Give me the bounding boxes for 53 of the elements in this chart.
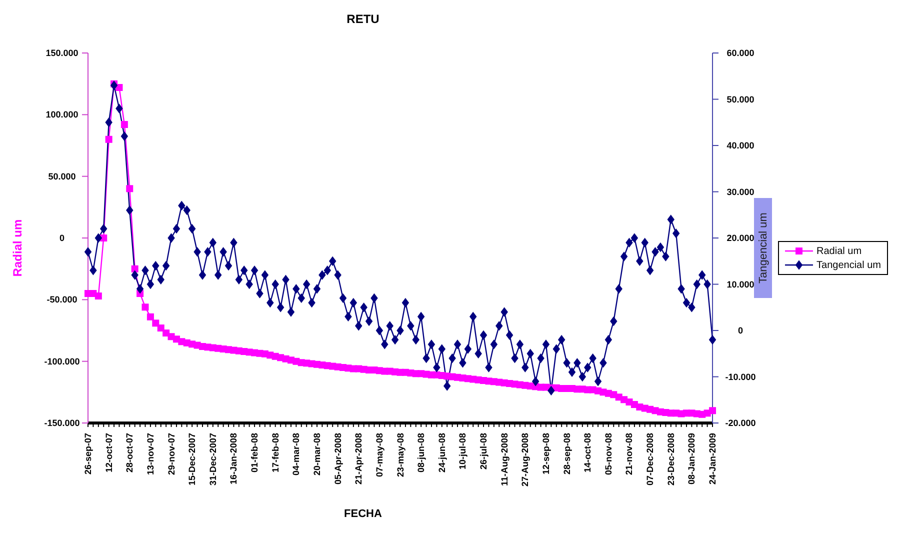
x-tick-label: 17-feb-08 (270, 433, 280, 473)
y-tick-label: 150.000 (46, 48, 78, 58)
x-axis-title: FECHA (343, 508, 383, 520)
x-tick-label: 28-sep-08 (562, 433, 572, 475)
legend-label: Tangencial um (816, 260, 881, 270)
y2-tick-label: -10.000 (725, 372, 756, 382)
y-tick-label: 0 (59, 233, 65, 243)
x-tick-label: 21-nov-08 (624, 433, 634, 476)
y2-tick-label: -20.000 (725, 418, 756, 428)
y2-tick-label: 60.000 (726, 48, 754, 58)
y-tick-label: -150.000 (44, 418, 80, 428)
y2-axis-title: Tangencial um (757, 212, 769, 284)
x-tick-label: 12-sep-08 (540, 433, 551, 475)
x-tick-label: 10-jul-08 (458, 433, 468, 470)
y-axis-title: Radial um (11, 219, 26, 277)
y2-tick-label: 0 (738, 326, 744, 336)
x-tick-label: 24-jun-08 (436, 433, 447, 473)
x-tick-label: 26-jul-08 (478, 433, 489, 470)
x-tick-label: 15-Dec-2007 (187, 433, 198, 486)
x-tick-label: 20-mar-08 (312, 433, 322, 476)
x-tick-label: 29-nov-07 (166, 433, 176, 476)
x-tick-label: 14-oct-08 (582, 433, 593, 473)
legend-label: Radial um (816, 246, 862, 256)
x-tick-label: 04-mar-08 (291, 433, 302, 476)
x-tick-label: 05-Apr-2008 (332, 433, 343, 485)
y-tick-label: 50.000 (48, 171, 76, 182)
x-tick-label: 08-jun-08 (416, 433, 426, 473)
chart-title: RETU (346, 12, 380, 26)
x-tick-label: 07-may-08 (374, 433, 384, 478)
x-tick-label: 05-nov-08 (603, 433, 614, 476)
x-tick-label: 27-Aug-2008 (520, 433, 530, 487)
x-tick-label: 16-Jan-2008 (228, 433, 239, 485)
x-tick-label: 01-feb-08 (250, 433, 260, 473)
x-tick-label: 13-nov-07 (145, 433, 156, 476)
x-tick-label: 08-Jan-2009 (686, 433, 697, 485)
y2-tick-label: 20.000 (726, 233, 754, 243)
x-tick-label: 24-Jan-2009 (708, 433, 718, 485)
x-tick-label: 31-Dec-2007 (208, 433, 218, 486)
x-tick-label: 21-Apr-2008 (354, 433, 364, 485)
x-tick-label: 07-Dec-2008 (645, 433, 656, 486)
x-tick-label: 23-may-08 (395, 433, 406, 478)
y2-tick-label: 30.000 (726, 186, 754, 197)
x-tick-label: 28-oct-07 (124, 433, 135, 473)
y2-tick-label: 50.000 (726, 94, 754, 104)
x-tick-label: 11-Aug-2008 (499, 433, 510, 486)
x-tick-label: 23-Dec-2008 (666, 433, 676, 486)
x-tick-label: 12-oct-07 (104, 433, 114, 473)
x-tick-label: 26-sep-07 (83, 433, 93, 475)
y-tick-label: 100.000 (46, 110, 78, 120)
y2-tick-label: 10.000 (726, 279, 754, 290)
y-tick-label: -50.000 (46, 294, 78, 305)
y-tick-label: -100.000 (44, 356, 80, 366)
y2-tick-label: 40.000 (726, 140, 754, 150)
